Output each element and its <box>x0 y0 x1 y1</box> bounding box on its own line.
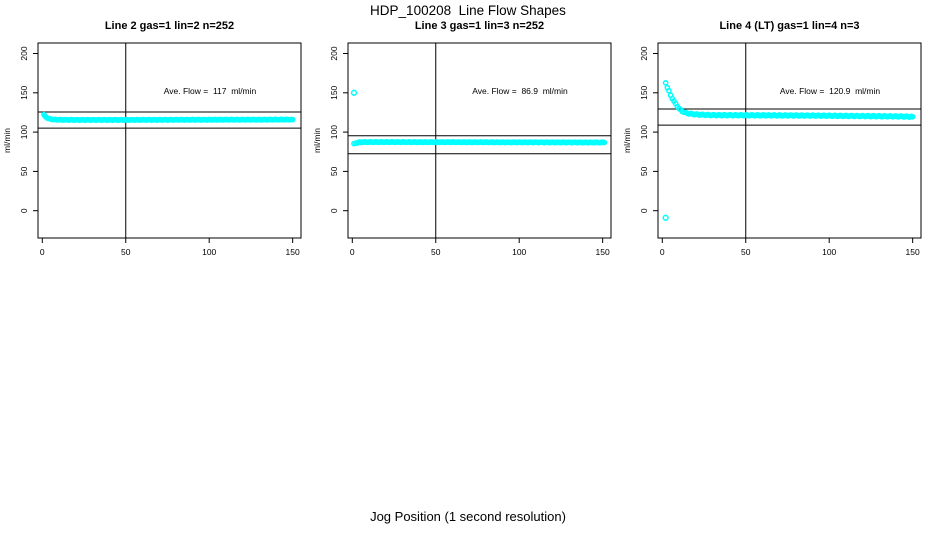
x-axis-label: Jog Position (1 second resolution) <box>370 509 566 524</box>
x-tick-label: 150 <box>286 247 300 257</box>
y-tick-label: 50 <box>329 166 339 176</box>
data-series <box>41 111 296 124</box>
plot-line-3: 0 50 100 150 0 50 100 150 200 ml/min <box>312 42 612 257</box>
x-tick-label: 0 <box>350 247 355 257</box>
y-tick-label: 150 <box>329 85 339 99</box>
y-tick-label: 0 <box>329 208 339 213</box>
x-tick-label: 0 <box>40 247 45 257</box>
plot-line-4: 0 50 100 150 0 50 100 150 200 ml/min <box>622 42 922 257</box>
panel-title: Line 4 (LT) gas=1 lin=4 n=3 <box>719 20 860 32</box>
plot-line-2: 0 50 100 150 0 50 100 150 200 ml/min <box>2 42 302 257</box>
y-tick-label: 200 <box>19 46 29 60</box>
ave-flow-annotation: Ave. Flow = 86.9 ml/min <box>472 86 568 96</box>
panel-line-4: 0 50 100 150 0 50 100 150 200 ml/min Line 4 (LT) … <box>620 18 930 270</box>
y-tick-label: 150 <box>19 85 29 99</box>
x-tick-label: 100 <box>512 247 526 257</box>
x-tick-label: 50 <box>431 247 441 257</box>
panel-title: Line 2 gas=1 lin=2 n=252 <box>104 20 235 32</box>
y-axis-label: ml/min <box>2 128 12 153</box>
outlier-point <box>350 89 358 96</box>
y-axis-label: ml/min <box>312 128 322 153</box>
y-tick-label: 100 <box>639 125 649 139</box>
y-tick-label: 0 <box>639 208 649 213</box>
y-tick-label: 150 <box>639 85 649 99</box>
panel-line-3: 0 50 100 150 0 50 100 150 200 ml/min Line 3 gas=1… <box>310 18 620 270</box>
ave-flow-annotation: Ave. Flow = 120.9 ml/min <box>779 86 881 96</box>
x-tick-label: 100 <box>202 247 216 257</box>
panel-title: Line 3 gas=1 lin=3 n=252 <box>414 20 545 32</box>
x-tick-label: 50 <box>121 247 131 257</box>
data-point <box>662 80 669 86</box>
ave-flow-annotation: Ave. Flow = 117 ml/min <box>163 86 257 96</box>
plot-box <box>37 42 302 239</box>
figure-title: HDP_100208 Line Flow Shapes <box>370 3 566 18</box>
panel-line-2: 0 50 100 150 0 50 100 150 200 ml/min Line 2 gas=1… <box>0 18 310 270</box>
data-point <box>601 139 608 146</box>
x-tick-label: 0 <box>660 247 665 257</box>
x-tick-label: 150 <box>596 247 610 257</box>
x-tick-label: 150 <box>906 247 920 257</box>
x-tick-label: 100 <box>822 247 836 257</box>
y-tick-label: 200 <box>329 46 339 60</box>
plot-box <box>347 42 612 239</box>
data-point <box>666 87 672 94</box>
y-tick-label: 100 <box>329 125 339 139</box>
y-tick-label: 200 <box>639 46 649 60</box>
data-series <box>662 80 916 221</box>
outlier-point <box>662 214 669 221</box>
plot-box <box>657 42 922 239</box>
y-tick-label: 100 <box>19 125 29 139</box>
data-series <box>350 89 608 147</box>
y-tick-label: 0 <box>19 208 29 213</box>
data-point <box>909 113 916 120</box>
y-tick-label: 50 <box>19 166 29 176</box>
y-axis-label: ml/min <box>622 128 632 153</box>
x-tick-label: 50 <box>741 247 751 257</box>
data-point <box>289 116 296 123</box>
y-tick-label: 50 <box>639 166 649 176</box>
